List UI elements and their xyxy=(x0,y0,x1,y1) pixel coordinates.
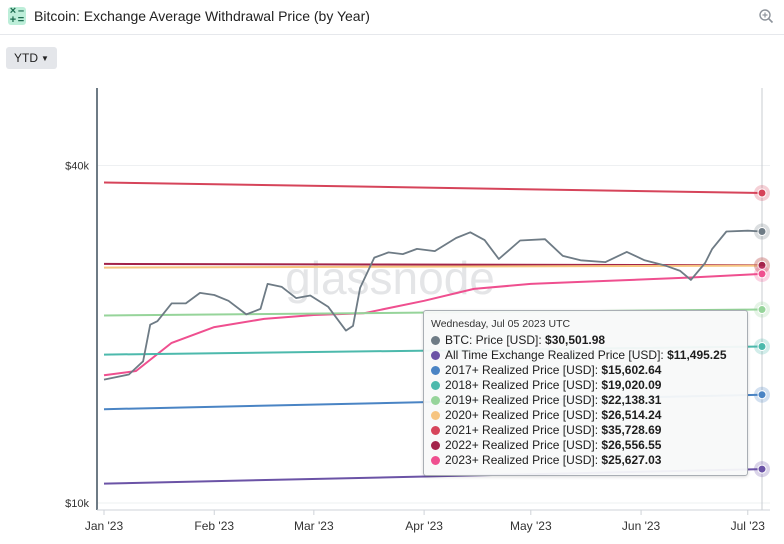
series-line-6 xyxy=(103,181,763,194)
legend-dot-icon xyxy=(431,426,440,435)
hover-marker-0 xyxy=(757,227,767,237)
metric-icon: × – + = xyxy=(8,5,26,26)
tooltip-row-value: $35,728.69 xyxy=(601,423,662,437)
tooltip-row: 2019+ Realized Price [USD]: $22,138.31 xyxy=(431,393,661,408)
tooltip-row-value: $26,514.24 xyxy=(601,408,662,422)
legend-dot-icon xyxy=(431,411,440,420)
range-selector-label: YTD xyxy=(14,51,38,65)
tooltip-row-value: $11,495.25 xyxy=(667,348,727,362)
chart-header: × – + = Bitcoin: Exchange Average Withdrawa… xyxy=(0,0,784,35)
hover-marker-8 xyxy=(757,269,767,279)
hover-marker-7 xyxy=(757,260,767,270)
hover-marker-6 xyxy=(757,188,767,198)
hover-marker-2 xyxy=(757,390,767,400)
tooltip-row-label: 2018+ Realized Price [USD]: xyxy=(445,378,602,392)
hover-tooltip: Wednesday, Jul 05 2023 UTC BTC: Price [U… xyxy=(423,310,748,476)
zoom-in-icon[interactable] xyxy=(758,8,774,24)
legend-dot-icon xyxy=(431,381,440,390)
tooltip-row: 2022+ Realized Price [USD]: $26,556.55 xyxy=(431,438,661,453)
tooltip-row-label: All Time Exchange Realized Price [USD]: xyxy=(445,348,668,362)
tooltip-row: 2023+ Realized Price [USD]: $25,627.03 xyxy=(431,453,661,468)
tooltip-row-label: 2021+ Realized Price [USD]: xyxy=(445,423,602,437)
range-selector[interactable]: YTD ▼ xyxy=(6,47,57,69)
legend-dot-icon xyxy=(431,396,440,405)
tooltip-row-value: $22,138.31 xyxy=(601,393,662,407)
tooltip-row: All Time Exchange Realized Price [USD]: … xyxy=(431,348,727,363)
x-tick-label: May '23 xyxy=(510,519,552,533)
series-line-8 xyxy=(103,272,763,377)
tooltip-row-label: BTC: Price [USD]: xyxy=(445,333,546,347)
y-tick-label: $10k xyxy=(65,498,89,510)
tooltip-row-label: 2019+ Realized Price [USD]: xyxy=(445,393,602,407)
tooltip-row-value: $26,556.55 xyxy=(601,438,662,452)
x-tick-label: Mar '23 xyxy=(294,519,334,533)
watermark: glassnode xyxy=(285,252,495,304)
tooltip-row: 2021+ Realized Price [USD]: $35,728.69 xyxy=(431,423,661,438)
page-title: Bitcoin: Exchange Average Withdrawal Pri… xyxy=(34,8,370,24)
legend-dot-icon xyxy=(431,336,440,345)
y-tick-label: $40k xyxy=(65,161,89,173)
legend-dot-icon xyxy=(431,441,440,450)
tooltip-row-label: 2022+ Realized Price [USD]: xyxy=(445,438,602,452)
x-tick-label: Jul '23 xyxy=(731,519,766,533)
tooltip-row-value: $15,602.64 xyxy=(601,363,662,377)
tooltip-row: 2020+ Realized Price [USD]: $26,514.24 xyxy=(431,408,661,423)
x-tick-label: Apr '23 xyxy=(405,519,443,533)
tooltip-row-value: $30,501.98 xyxy=(545,333,606,347)
tooltip-row-value: $19,020.09 xyxy=(601,378,662,392)
series-line-5 xyxy=(103,264,763,269)
x-tick-label: Feb '23 xyxy=(194,519,234,533)
tooltip-row: 2018+ Realized Price [USD]: $19,020.09 xyxy=(431,378,661,393)
tooltip-row: 2017+ Realized Price [USD]: $15,602.64 xyxy=(431,363,661,378)
x-tick-label: Jun '23 xyxy=(622,519,661,533)
tooltip-row: BTC: Price [USD]: $30,501.98 xyxy=(431,333,605,348)
tooltip-row-label: 2017+ Realized Price [USD]: xyxy=(445,363,602,377)
tooltip-date: Wednesday, Jul 05 2023 UTC xyxy=(431,318,571,330)
tooltip-row-label: 2023+ Realized Price [USD]: xyxy=(445,453,602,467)
hover-marker-1 xyxy=(757,464,767,474)
legend-dot-icon xyxy=(431,351,440,360)
legend-dot-icon xyxy=(431,456,440,465)
chevron-down-icon: ▼ xyxy=(41,54,49,63)
hover-marker-3 xyxy=(757,341,767,351)
x-tick-label: Jan '23 xyxy=(85,519,124,533)
legend-dot-icon xyxy=(431,366,440,375)
tooltip-row-value: $25,627.03 xyxy=(601,453,662,467)
tooltip-row-label: 2020+ Realized Price [USD]: xyxy=(445,408,602,422)
hover-marker-4 xyxy=(757,305,767,315)
series-line-0 xyxy=(103,229,763,381)
